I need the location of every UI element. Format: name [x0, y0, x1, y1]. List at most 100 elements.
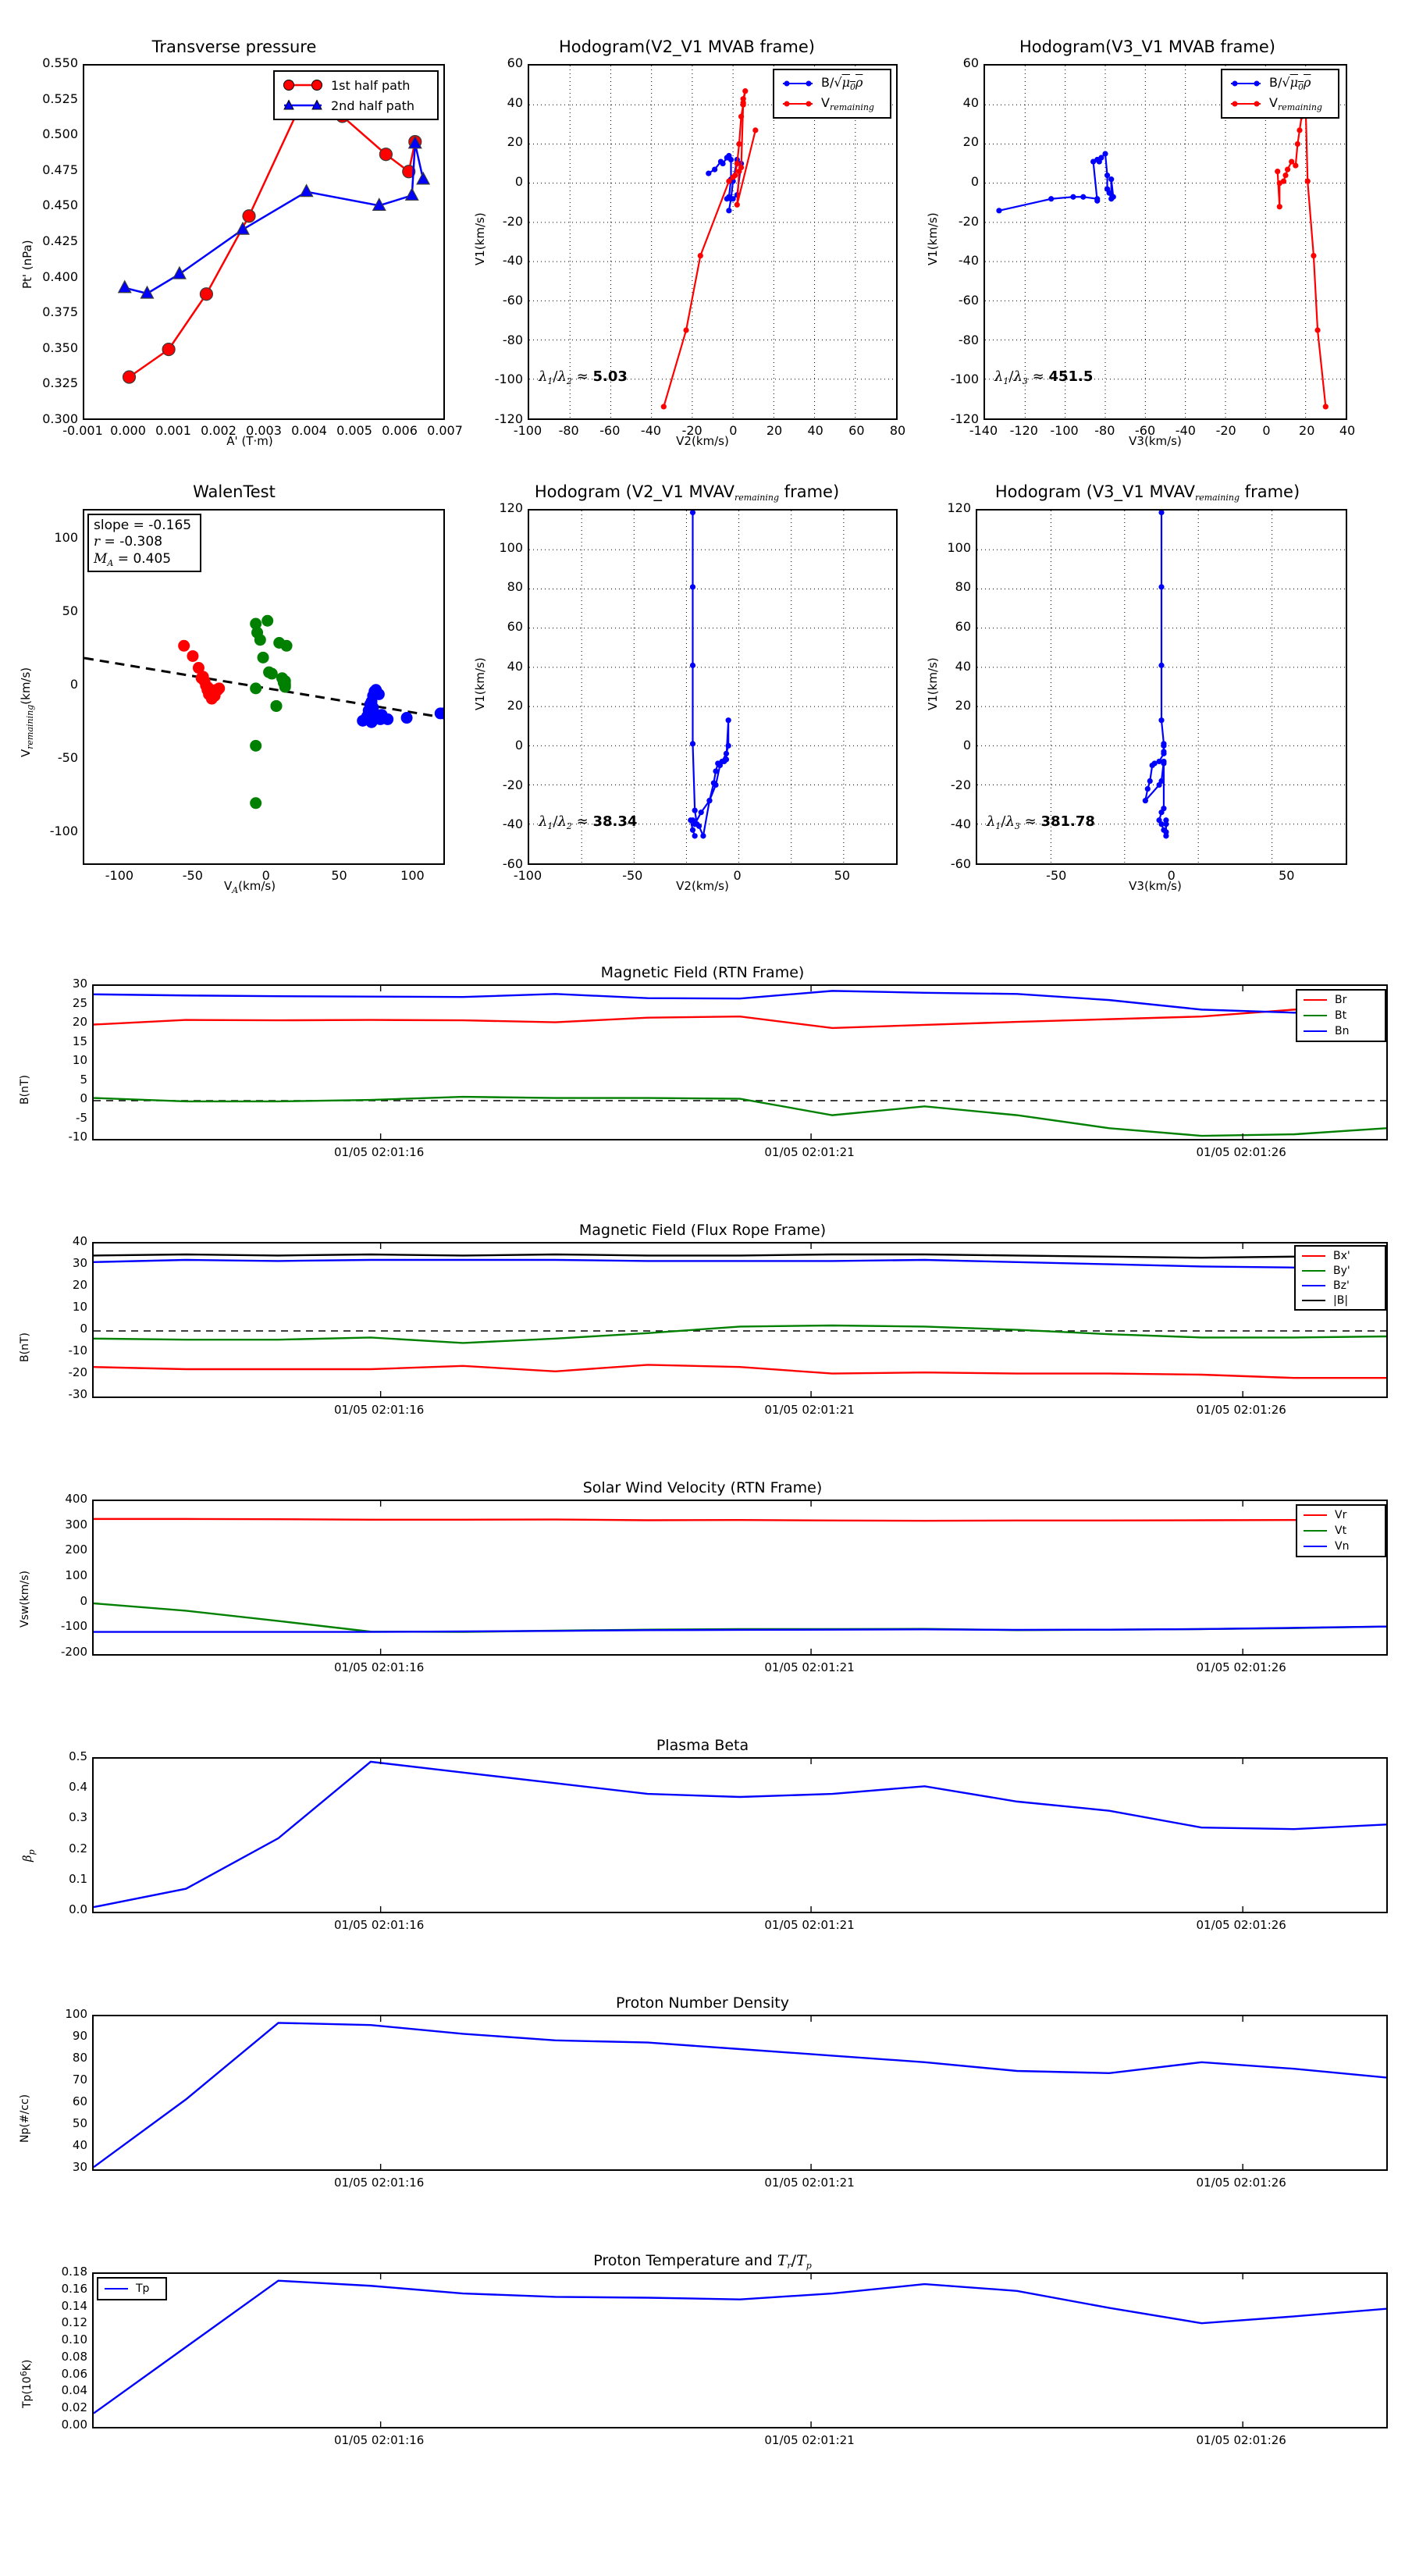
panel-hodogram-v2v1-mvav: Hodogram (V2_V1 MVAVremaining frame) V1(…	[468, 476, 905, 898]
y-tick-label: 0.500	[42, 126, 78, 142]
y-tick-label: -20	[950, 777, 971, 792]
legend-label: Tp	[136, 2282, 150, 2295]
plot-area	[92, 1242, 1388, 1398]
x-tick-label: 0.001	[155, 423, 191, 438]
y-tick-label: -20	[502, 777, 523, 792]
x-tick-label: 20	[1299, 423, 1315, 438]
x-tick-label: -20	[1215, 423, 1236, 438]
panel-hodogram-v3v1-mvav: Hodogram (V3_V1 MVAVremaining frame) V1(…	[921, 476, 1374, 898]
y-tick-label: 40	[72, 1234, 87, 1248]
legend-item: B/√μ0ρ	[781, 73, 884, 94]
legend-item: |B|	[1300, 1293, 1380, 1308]
panel-title: WalenTest	[193, 482, 276, 501]
x-tick-label: -100	[513, 868, 542, 883]
y-tick-label: 400	[65, 1492, 87, 1506]
panel-title: Solar Wind Velocity (RTN Frame)	[582, 1479, 823, 1496]
x-tick-label: 0	[261, 868, 270, 883]
y-tick-label: -50	[57, 750, 78, 766]
y-tick-label: 15	[72, 1034, 87, 1048]
y-tick-label: 60	[72, 2094, 87, 2108]
legend-item: Bx'	[1300, 1248, 1380, 1263]
legend-item: Tp	[103, 2280, 161, 2297]
y-tick-label: 40	[72, 2138, 87, 2152]
y-tick-label: 200	[65, 1542, 87, 1557]
legend-label: B/√μ0ρ	[1269, 75, 1311, 92]
x-tick-label: 50	[834, 868, 851, 883]
y-tick-label: 0.00	[61, 2418, 87, 2432]
y-tick-label: -40	[502, 253, 523, 269]
legend-item: Bn	[1302, 1023, 1380, 1039]
x-tick-label: 40	[1339, 423, 1356, 438]
time-tick-label: 01/05 02:01:16	[333, 1918, 425, 1932]
x-tick-label: 20	[766, 423, 783, 438]
legend-label: Vremaining	[1269, 95, 1322, 112]
y-tick-label: 0.04	[61, 2383, 87, 2398]
x-tick-label: -50	[182, 868, 203, 883]
panel-proton-number-density: Proton Number Density Np(#/cc) 30 40 50 60 7…	[16, 1994, 1389, 2217]
time-tick-label: 01/05 02:01:21	[764, 1660, 855, 1674]
x-tick-label: -40	[1175, 423, 1196, 438]
plot-area	[92, 984, 1388, 1140]
x-tick-label: 0.000	[110, 423, 146, 438]
legend-line-bt	[1304, 1015, 1327, 1016]
x-tick-label: 0.004	[291, 423, 327, 438]
y-tick-label: 120	[947, 500, 971, 515]
plot-area	[92, 2272, 1388, 2428]
ratio-value: 381.78	[1040, 813, 1095, 830]
y-tick-label: 0.300	[42, 411, 78, 426]
legend-label: Vremaining	[821, 95, 874, 112]
r-stat: r = -0.308	[94, 534, 163, 550]
legend-label: |B|	[1333, 1293, 1349, 1307]
eigenvalue-ratio-annotation: λ1/λ3 ≈ 451.5	[994, 368, 1094, 386]
x-tick-label: -40	[640, 423, 662, 438]
y-tick-label: 0	[962, 738, 971, 753]
x-tick-label: 0.003	[246, 423, 282, 438]
time-tick-label: 01/05 02:01:26	[1196, 1403, 1286, 1417]
y-tick-label: 300	[65, 1517, 87, 1532]
plot-area	[528, 64, 898, 420]
time-tick-label: 01/05 02:01:26	[1196, 1660, 1286, 1674]
legend: Tp	[97, 2277, 167, 2300]
x-tick-label: 0	[1167, 868, 1176, 883]
panel-title: Transverse pressure	[151, 37, 317, 56]
y-tick-label: 0.02	[61, 2400, 87, 2415]
y-tick-label: 60	[507, 619, 523, 634]
x-axis-label: V2(km/s)	[676, 879, 729, 893]
y-tick-label: 0	[80, 1322, 87, 1336]
y-tick-label: 100	[499, 539, 523, 555]
time-tick-label: 01/05 02:01:26	[1196, 2433, 1286, 2447]
panel-magnetic-field-flux-rope: Magnetic Field (Flux Rope Frame) B(nT) B…	[16, 1222, 1389, 1444]
legend-item: Vremaining	[1229, 94, 1332, 114]
time-tick-label: 01/05 02:01:26	[1196, 1918, 1286, 1932]
y-tick-label: 0	[514, 738, 523, 753]
y-tick-label: -20	[68, 1365, 88, 1379]
y-tick-label: 100	[54, 529, 78, 545]
y-tick-label: -100	[494, 372, 523, 387]
y-tick-label: 50	[62, 603, 78, 618]
x-tick-label: -50	[622, 868, 643, 883]
y-tick-label: 100	[65, 1568, 87, 1582]
time-tick-label: 01/05 02:01:26	[1196, 2176, 1286, 2190]
slope-stat: slope = -0.165	[94, 518, 192, 533]
panel-proton-temperature: Proton Temperature and Tr/Tp Tp(106K) Tp…	[16, 2252, 1389, 2486]
legend: 1st half path 2nd half path	[273, 70, 439, 120]
legend-line-bx	[1302, 1254, 1325, 1257]
y-tick-label: 60	[962, 55, 979, 70]
y-tick-label: -100	[49, 824, 78, 839]
y-tick-label: 20	[507, 134, 523, 150]
legend-marker-line-dot	[1231, 80, 1261, 87]
panel-plasma-beta: Plasma Beta βp 0.0 0.1 0.2 0.3 0.4 0.5 01/05 …	[16, 1737, 1389, 1959]
y-tick-label: 0.450	[42, 197, 78, 213]
y-tick-label: 50	[72, 2116, 87, 2130]
x-tick-label: -80	[1094, 423, 1115, 438]
legend-label: Vt	[1335, 1525, 1347, 1537]
y-tick-label: 0.425	[42, 233, 78, 248]
plot-area	[92, 2015, 1388, 2171]
legend-line-br	[1304, 999, 1327, 1001]
legend: Br Bt Bn	[1296, 989, 1386, 1042]
x-tick-label: 100	[400, 868, 425, 883]
legend-line-vt	[1304, 1530, 1327, 1532]
panel-magnetic-field-rtn: Magnetic Field (RTN Frame) B(nT) Br Bt B…	[16, 964, 1389, 1187]
panel-title: Hodogram (V2_V1 MVAVremaining frame)	[534, 482, 840, 503]
x-tick-label: 0.005	[336, 423, 372, 438]
